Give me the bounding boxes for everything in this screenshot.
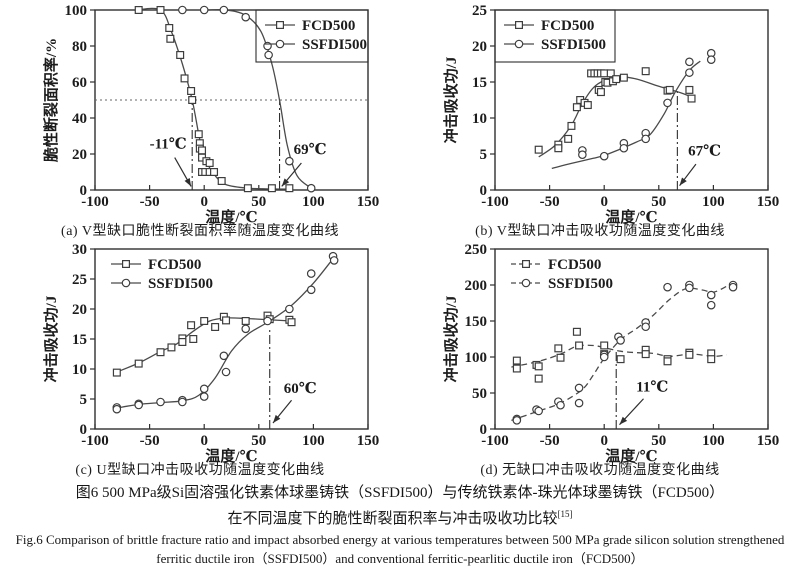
svg-text:60℃: 60℃	[284, 381, 317, 397]
figure-caption-cn: 图6 500 MPa级Si固溶强化铁素体球墨铸铁（SSFDI500）与传统铁素体…	[0, 483, 800, 530]
svg-text:FCD500: FCD500	[548, 257, 601, 273]
citation-ref: [15]	[557, 509, 573, 519]
svg-text:-50: -50	[540, 194, 560, 210]
svg-text:100: 100	[465, 350, 488, 366]
svg-text:50: 50	[651, 433, 666, 449]
svg-text:-50: -50	[140, 433, 160, 449]
chart-block-c: -100 -50 0 50 100 150 0 5 10 15 20 25 30 温度/℃ 冲击吸收功/J F…	[0, 241, 400, 480]
svg-text:温度/℃: 温度/℃	[605, 447, 657, 463]
svg-text:25: 25	[472, 3, 487, 19]
svg-text:0: 0	[480, 183, 488, 199]
svg-text:30: 30	[72, 242, 87, 258]
chart-c-unotch-impact-energy-vs-temperature: -100 -50 0 50 100 150 0 5 10 15 20 25 30 温度/℃ 冲击吸收功/J F…	[42, 242, 380, 463]
svg-text:-100: -100	[481, 433, 509, 449]
svg-text:40: 40	[72, 111, 87, 127]
svg-text:150: 150	[465, 314, 488, 330]
figure-caption-en-line2: ferritic ductile iron（SSFDI500）and conve…	[156, 551, 644, 566]
svg-text:SSFDI500: SSFDI500	[302, 37, 367, 53]
chart-b-vnotch-impact-energy-vs-temperature: -100 -50 0 50 100 150 0 5 10 15 20 25 温度/℃ 冲击吸收功/J FCD…	[442, 3, 780, 224]
svg-text:-11℃: -11℃	[150, 137, 187, 153]
svg-text:-100: -100	[81, 194, 109, 210]
svg-text:11℃: 11℃	[636, 380, 668, 396]
svg-text:5: 5	[480, 147, 488, 163]
svg-text:100: 100	[702, 433, 725, 449]
svg-text:80: 80	[72, 39, 87, 55]
svg-text:FCD500: FCD500	[541, 18, 594, 34]
figure-caption-en: Fig.6 Comparison of brittle fracture rat…	[0, 530, 800, 568]
svg-text:温度/℃: 温度/℃	[605, 208, 657, 224]
chart-block-d: -100 -50 0 50 100 150 0 50 100 150 200 250 温度/℃ 冲击吸收功…	[400, 241, 800, 480]
svg-text:150: 150	[757, 194, 780, 210]
svg-text:温度/℃: 温度/℃	[205, 447, 257, 463]
svg-text:69℃: 69℃	[294, 142, 327, 158]
svg-text:冲击吸收功/J: 冲击吸收功/J	[442, 295, 460, 382]
svg-text:100: 100	[302, 433, 325, 449]
svg-text:0: 0	[200, 433, 208, 449]
svg-text:5: 5	[80, 392, 88, 408]
svg-text:100: 100	[302, 194, 325, 210]
svg-text:50: 50	[251, 194, 266, 210]
figure-caption-cn-line1: 图6 500 MPa级Si固溶强化铁素体球墨铸铁（SSFDI500）与传统铁素体…	[75, 485, 725, 501]
svg-text:冲击吸收功/J: 冲击吸收功/J	[442, 56, 460, 143]
svg-text:SSFDI500: SSFDI500	[148, 276, 213, 292]
svg-text:15: 15	[472, 75, 487, 91]
chart-row-top: -100 -50 0 50 100 150 0 20 40 60 80 100 温度/℃ 脆性断裂面积率/…	[0, 2, 800, 241]
svg-text:50: 50	[251, 433, 266, 449]
svg-text:-50: -50	[140, 194, 160, 210]
svg-text:200: 200	[465, 278, 488, 294]
figure-caption-cn-line2-text: 在不同温度下的脆性断裂面积率与冲击吸收功比较	[227, 511, 558, 527]
chart-block-a: -100 -50 0 50 100 150 0 20 40 60 80 100 温度/℃ 脆性断裂面积率/…	[0, 2, 400, 241]
svg-text:20: 20	[472, 39, 487, 55]
svg-text:SSFDI500: SSFDI500	[541, 37, 606, 53]
chart-block-b: -100 -50 0 50 100 150 0 5 10 15 20 25 温度/℃ 冲击吸收功/J FCD…	[400, 2, 800, 241]
chart-b-caption: (b) V型缺口冲击吸收功随温度变化曲线	[475, 224, 725, 239]
svg-text:0: 0	[600, 433, 608, 449]
svg-text:15: 15	[72, 332, 87, 348]
chart-d-unnotched-impact-energy-vs-temperature: -100 -50 0 50 100 150 0 50 100 150 200 250 温度/℃ 冲击吸收功…	[442, 242, 780, 463]
svg-text:0: 0	[480, 422, 488, 438]
svg-text:100: 100	[702, 194, 725, 210]
chart-d-caption: (d) 无缺口冲击吸收功随温度变化曲线	[480, 463, 720, 478]
svg-text:10: 10	[472, 111, 487, 127]
svg-text:100: 100	[65, 3, 88, 19]
chart-a-caption: (a) V型缺口脆性断裂面积率随温度变化曲线	[61, 224, 339, 239]
chart-row-bottom: -100 -50 0 50 100 150 0 5 10 15 20 25 30 温度/℃ 冲击吸收功/J F…	[0, 241, 800, 480]
svg-text:冲击吸收功/J: 冲击吸收功/J	[42, 295, 60, 382]
svg-text:0: 0	[80, 183, 88, 199]
svg-text:25: 25	[72, 272, 87, 288]
svg-text:250: 250	[465, 242, 488, 258]
svg-text:FCD500: FCD500	[148, 257, 201, 273]
svg-text:0: 0	[600, 194, 608, 210]
chart-c-caption: (c) U型缺口冲击吸收功随温度变化曲线	[75, 463, 325, 478]
svg-text:150: 150	[757, 433, 780, 449]
svg-text:150: 150	[357, 433, 380, 449]
svg-text:0: 0	[80, 422, 88, 438]
svg-text:20: 20	[72, 302, 87, 318]
svg-text:50: 50	[651, 194, 666, 210]
svg-text:-100: -100	[481, 194, 509, 210]
svg-text:-50: -50	[540, 433, 560, 449]
svg-text:FCD500: FCD500	[302, 18, 355, 34]
figure-caption-en-line1: Fig.6 Comparison of brittle fracture rat…	[15, 532, 785, 547]
svg-text:温度/℃: 温度/℃	[205, 208, 257, 224]
svg-text:60: 60	[72, 75, 87, 91]
svg-text:20: 20	[72, 147, 87, 163]
svg-text:67℃: 67℃	[688, 143, 721, 159]
svg-text:SSFDI500: SSFDI500	[548, 276, 613, 292]
svg-text:脆性断裂面积率/%: 脆性断裂面积率/%	[42, 38, 60, 162]
figure-caption-cn-line2: 在不同温度下的脆性断裂面积率与冲击吸收功比较[15]	[0, 504, 800, 530]
chart-a-brittle-fracture-vs-temperature: -100 -50 0 50 100 150 0 20 40 60 80 100 温度/℃ 脆性断裂面积率/…	[42, 3, 380, 224]
svg-text:0: 0	[200, 194, 208, 210]
svg-text:50: 50	[472, 386, 487, 402]
svg-text:-100: -100	[81, 433, 109, 449]
svg-text:10: 10	[72, 362, 87, 378]
svg-text:150: 150	[357, 194, 380, 210]
